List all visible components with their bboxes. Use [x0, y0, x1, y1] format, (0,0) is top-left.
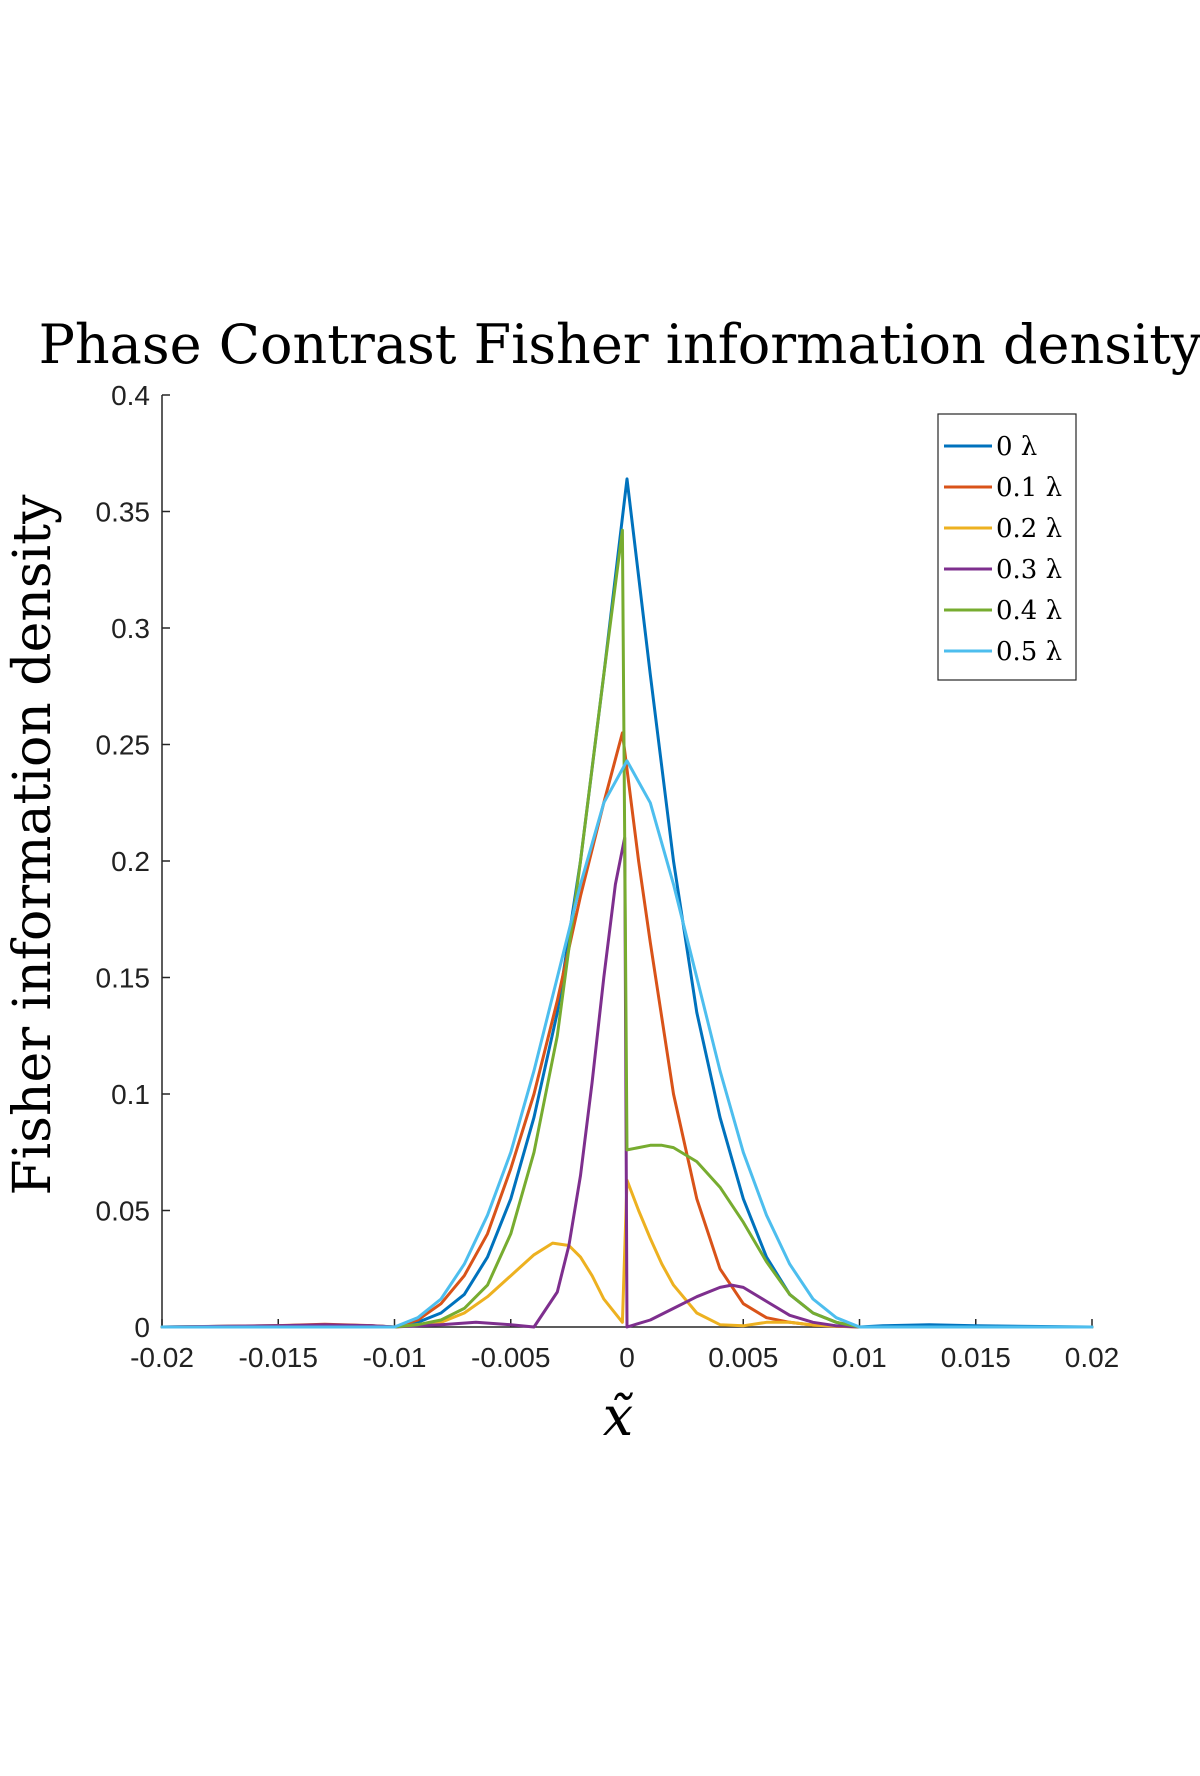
y-tick-labels: 0 0.05 0.1 0.15 0.2 0.25 0.3 0.35 0.4 [96, 380, 151, 1343]
plot-area [160, 394, 1094, 1329]
x-tick-labels: -0.02 -0.015 -0.01 -0.005 0 0.005 0.01 0.015 0.0… [130, 1342, 1119, 1373]
series-lines [160, 477, 1094, 1329]
y-tick-label: 0.15 [96, 963, 151, 994]
y-tick-label: 0.4 [111, 380, 150, 411]
y-tick-label: 0.2 [111, 846, 150, 877]
x-tick-label: -0.015 [239, 1342, 318, 1373]
y-tick-label: 0.25 [96, 730, 151, 761]
x-tick-label: 0.015 [941, 1342, 1011, 1373]
legend-label: 0.4 λ [996, 596, 1062, 626]
series-line-4 [160, 528, 1094, 1329]
legend-label: 0.3 λ [996, 555, 1062, 585]
legend-label: 0.5 λ [996, 637, 1062, 667]
series-line-2 [160, 1178, 1094, 1329]
legend-label: 0 λ [996, 432, 1037, 462]
y-tick-label: 0.1 [111, 1079, 150, 1110]
series-line-5 [160, 759, 1094, 1329]
legend: 0 λ 0.1 λ 0.2 λ 0.3 λ 0.4 λ 0.5 λ [937, 413, 1077, 681]
y-tick-label: 0.3 [111, 613, 150, 644]
x-tick-label: 0.02 [1065, 1342, 1120, 1373]
legend-box [937, 413, 1077, 681]
x-tick-label: 0.005 [708, 1342, 778, 1373]
chart-title: Phase Contrast Fisher information densit… [39, 313, 1200, 376]
x-tick-label: -0.01 [363, 1342, 427, 1373]
x-tick-label: -0.02 [130, 1342, 194, 1373]
y-tick-label: 0.35 [96, 497, 151, 528]
legend-label: 0.1 λ [996, 473, 1062, 503]
x-tick-label: -0.005 [471, 1342, 550, 1373]
legend-label: 0.2 λ [996, 514, 1062, 544]
x-axis-label: x̃ [603, 1385, 634, 1448]
x-tick-label: 0.01 [832, 1342, 887, 1373]
y-tick-label: 0.05 [96, 1196, 151, 1227]
x-tick-label: 0 [619, 1342, 635, 1373]
y-axis-label: Fisher information density [3, 494, 63, 1196]
y-tick-label: 0 [134, 1312, 150, 1343]
